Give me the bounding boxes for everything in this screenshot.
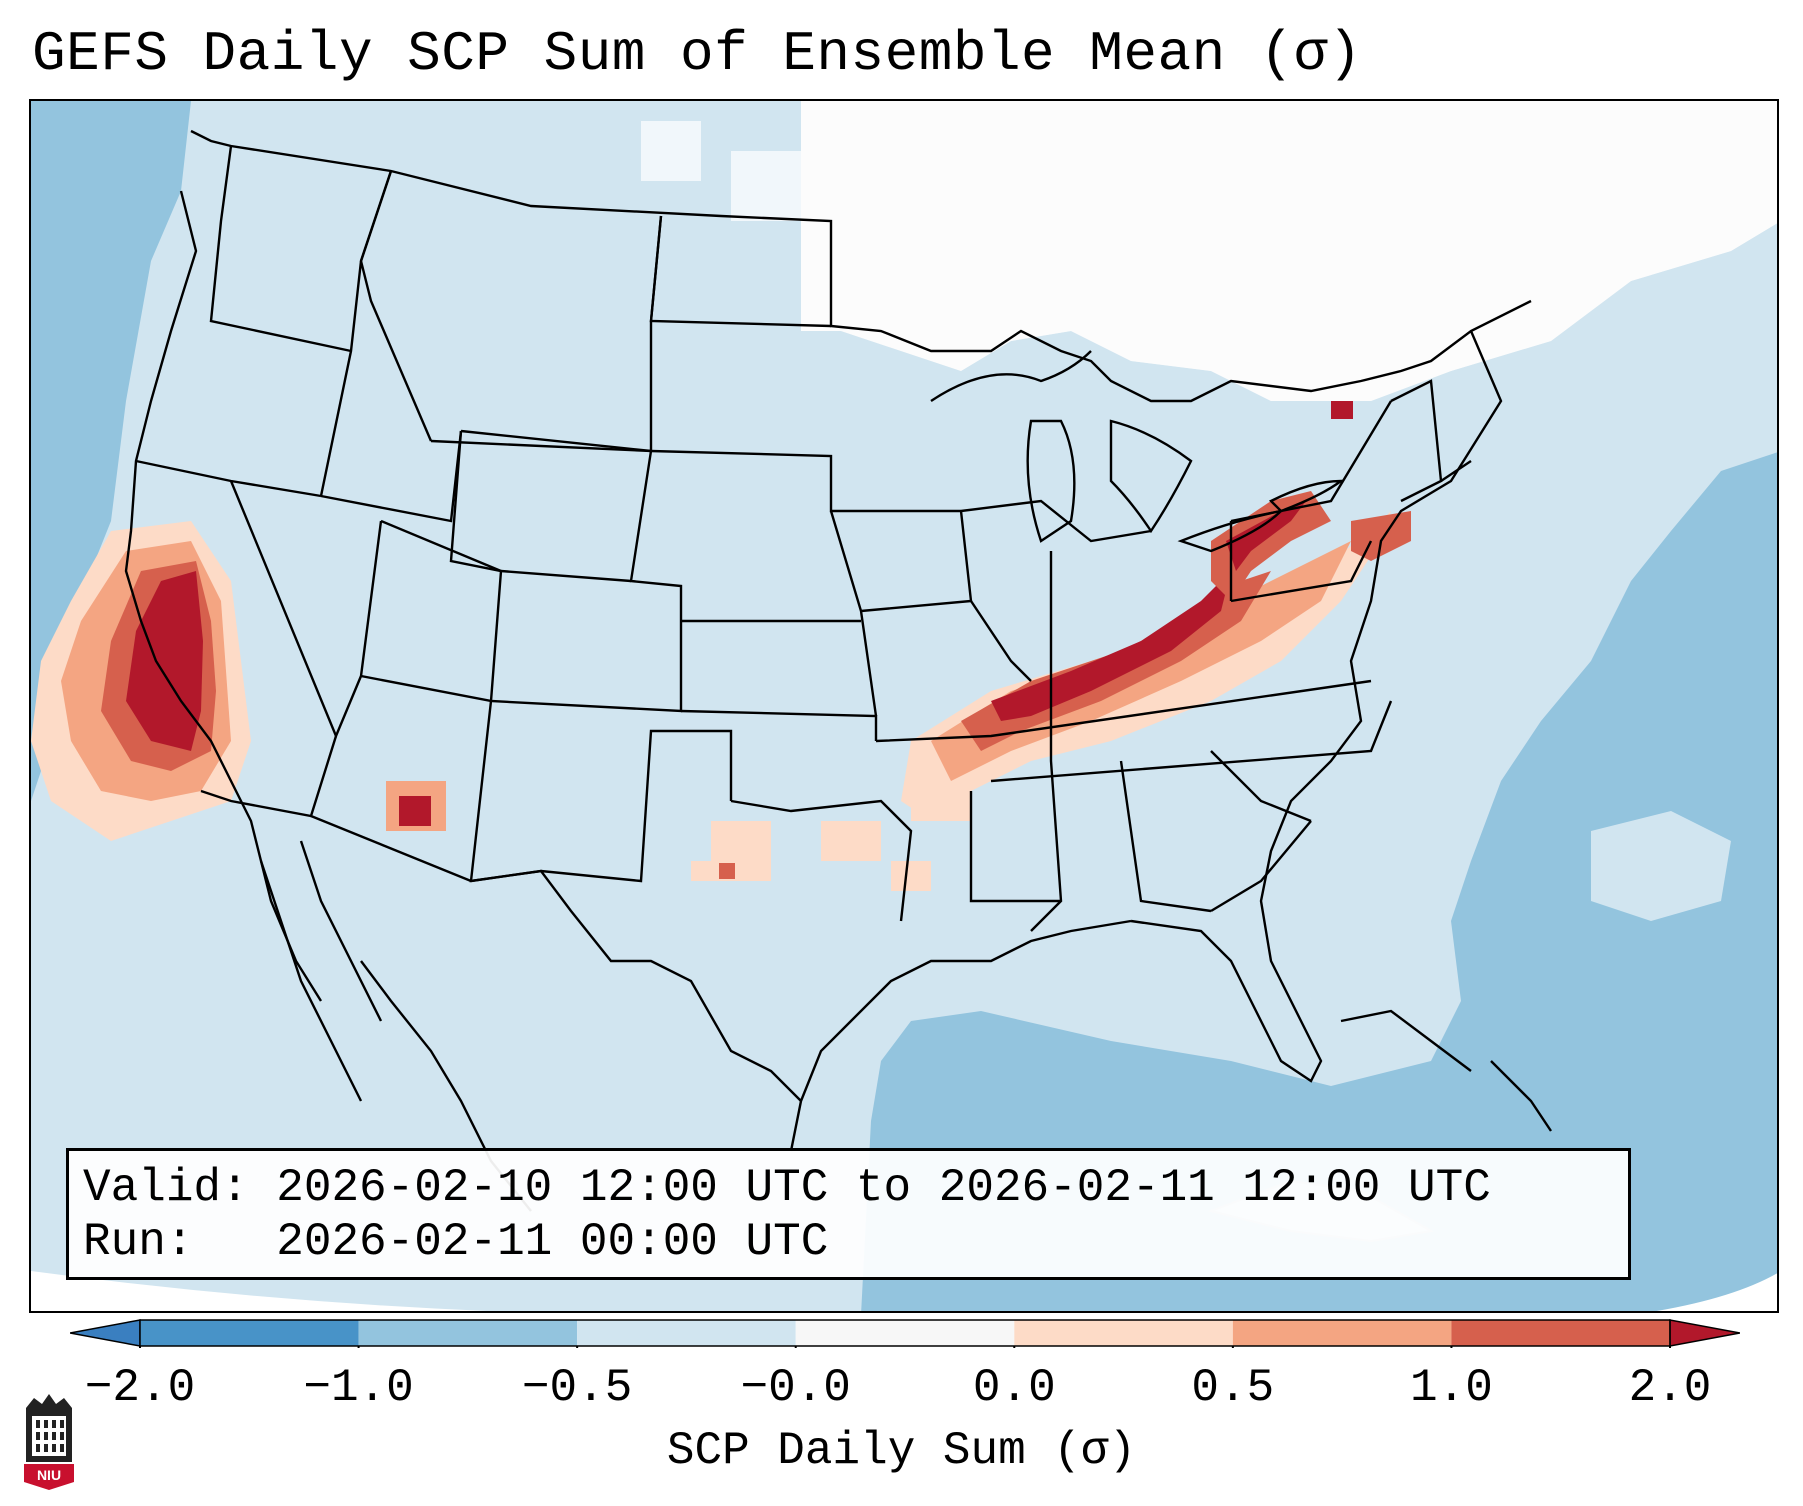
colorbar-bin xyxy=(1232,1320,1452,1346)
chart-title: GEFS Daily SCP Sum of Ensemble Mean (σ) xyxy=(32,22,1363,86)
oklahoma-texas-anomaly xyxy=(691,821,931,891)
colorbar-bin xyxy=(795,1320,1015,1346)
map-canvas xyxy=(31,101,1777,1311)
niu-logo-icon: NIU xyxy=(24,1394,74,1490)
state-borders xyxy=(124,129,1552,1212)
run-line: Run: 2026-02-11 00:00 UTC xyxy=(83,1216,829,1268)
logo-text: NIU xyxy=(37,1467,61,1483)
colorbar-tick-label: −1.0 xyxy=(303,1362,414,1414)
atlantic-light-patch xyxy=(1591,811,1731,921)
valid-line: Valid: 2026-02-10 12:00 UTC to 2026-02-1… xyxy=(83,1162,1491,1214)
colorbar-tick-label: 0.5 xyxy=(1191,1362,1275,1414)
colorbar-label: SCP Daily Sum (σ) xyxy=(666,1425,1137,1477)
arizona-anomaly xyxy=(386,781,446,831)
colorbar-tick-label: −0.0 xyxy=(740,1362,851,1414)
colorbar-svg xyxy=(69,1319,1741,1348)
colorbar-tick-label: −2.0 xyxy=(84,1362,196,1414)
colorbar-bin xyxy=(140,1320,359,1346)
colorbar-extend-high xyxy=(1669,1319,1741,1347)
colorbar-bin xyxy=(1014,1320,1233,1346)
colorbar-bin xyxy=(1451,1320,1670,1346)
colorbar-tick-label: 2.0 xyxy=(1628,1362,1712,1414)
colorbar-bin xyxy=(577,1320,796,1346)
colorbar-tick-label: −0.5 xyxy=(521,1362,633,1414)
atlantic-gulf-anomaly xyxy=(861,452,1777,1311)
map-panel xyxy=(29,99,1779,1313)
niu-logo: NIU xyxy=(20,1390,78,1490)
colorbar-tick-label: 1.0 xyxy=(1410,1362,1493,1414)
colorbar-extend-low xyxy=(69,1319,141,1347)
colorbar xyxy=(69,1318,1741,1348)
colorbar-tick-label: 0.0 xyxy=(972,1362,1056,1414)
valid-info-box: Valid: 2026-02-10 12:00 UTC to 2026-02-1… xyxy=(66,1148,1631,1280)
pacific-anomaly xyxy=(31,101,191,801)
colorbar-bin xyxy=(358,1320,578,1346)
